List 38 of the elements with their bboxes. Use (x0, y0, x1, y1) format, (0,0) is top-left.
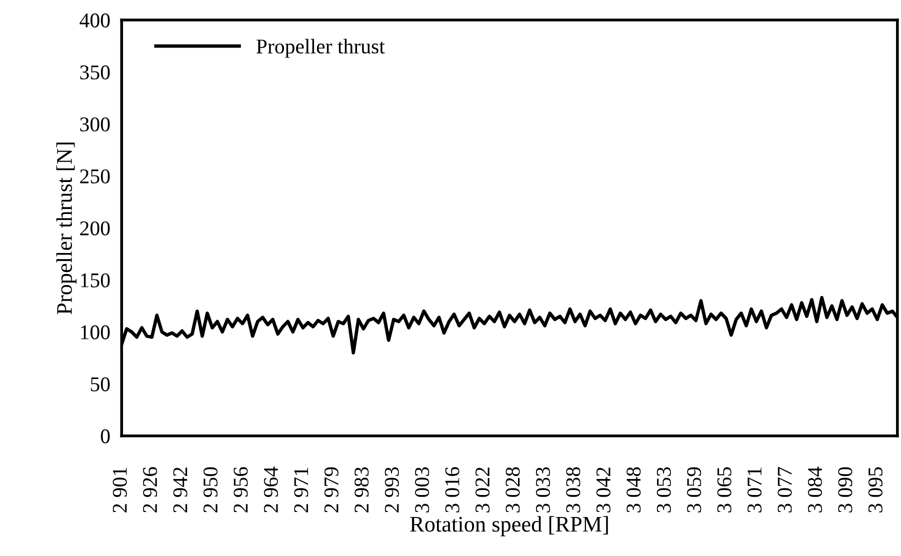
x-tick-label: 2 956 (234, 467, 248, 512)
x-tick-label: 2 964 (264, 466, 278, 512)
x-tick-label: 3 003 (415, 467, 430, 512)
x-tick-label: 3 038 (566, 467, 580, 512)
x-tick-label: 2 942 (173, 468, 188, 512)
x-tick-label: 3 065 (717, 467, 732, 512)
x-tick-label: 3 090 (838, 467, 852, 512)
x-tick-label: 3 077 (778, 467, 792, 512)
y-tick-label: 0 (100, 429, 110, 444)
x-tick-label: 2 926 (143, 467, 158, 512)
y-tick-label: 350 (80, 65, 110, 80)
x-tick-label: 3 095 (868, 467, 882, 512)
legend-label: Propeller thrust (256, 38, 385, 58)
x-tick-label: 3 028 (506, 467, 520, 512)
x-tick-label: 3 048 (626, 467, 641, 512)
y-tick-label: 400 (80, 13, 110, 28)
x-tick-label: 3 022 (475, 468, 490, 512)
y-tick-label: 50 (90, 377, 110, 392)
y-tick-label: 100 (81, 325, 110, 340)
x-tick-label: 2 983 (354, 467, 369, 512)
x-tick-label: 2 979 (324, 467, 338, 512)
x-tick-label: 3 059 (687, 467, 702, 512)
x-tick-label: 2 993 (384, 467, 399, 512)
x-tick-label: 3 042 (596, 468, 610, 512)
x-tick-label: 3 016 (445, 467, 460, 512)
y-tick-label: 300 (80, 117, 110, 132)
y-tick-label: 150 (81, 273, 110, 288)
y-tick-label: 200 (80, 221, 110, 236)
x-tick-label: 3 033 (536, 467, 550, 512)
x-tick-label: 3 053 (656, 467, 671, 512)
x-axis-title: Rotation speed [RPM] (410, 516, 608, 536)
x-tick-label: 2 901 (112, 468, 127, 512)
y-axis-title: Propeller thrust [N] (56, 142, 76, 314)
x-tick-label: 2 971 (294, 468, 308, 512)
x-tick-label: 2 950 (203, 467, 218, 512)
x-tick-label: 3 084 (808, 466, 822, 512)
y-tick-label: 250 (80, 169, 110, 184)
x-tick-label: 3 071 (748, 468, 762, 512)
